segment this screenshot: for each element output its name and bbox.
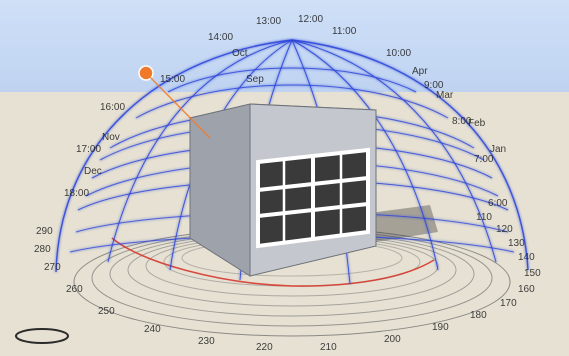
label-mar: Mar [436, 90, 454, 101]
label-7: 7:00 [474, 154, 494, 165]
deg-280: 280 [34, 244, 51, 255]
label-15: 15:00 [160, 74, 185, 85]
compass-labels: 120 130 140 150 160 170 180 190 200 210 … [34, 212, 541, 353]
ground-sun-path [111, 237, 435, 287]
deg-230: 230 [198, 336, 215, 347]
meridian-6 [291, 39, 497, 263]
sun-ray [145, 72, 211, 139]
label-jan: Jan [490, 144, 506, 155]
dome-labels: 13:00 12:00 11:00 14:00 10:00 15:00 9:00… [64, 14, 508, 209]
label-apr: Apr [412, 66, 428, 77]
deg-260: 260 [66, 284, 83, 295]
window-transom-2 [257, 202, 369, 218]
label-17: 17:00 [76, 144, 101, 155]
deg-270: 270 [44, 262, 61, 273]
label-oct: Oct [232, 48, 248, 59]
label-11: 11:00 [332, 26, 357, 37]
label-10: 10:00 [386, 48, 411, 59]
orbit-widget[interactable] [15, 328, 69, 344]
deg-140: 140 [518, 252, 535, 263]
label-14: 14:00 [208, 32, 233, 43]
deg-190: 190 [432, 322, 449, 333]
deg-200: 200 [384, 334, 401, 345]
deg-170: 170 [500, 298, 517, 309]
label-sep: Sep [246, 74, 264, 85]
deg-130: 130 [508, 238, 525, 249]
window-transom-1 [257, 176, 369, 192]
label-dec: Dec [84, 166, 102, 177]
deg-120: 120 [496, 224, 513, 235]
sun[interactable] [138, 65, 211, 139]
sky [0, 0, 569, 92]
deg-180: 180 [470, 310, 487, 321]
deg-110: 110 [476, 212, 492, 223]
parallel-5 [167, 67, 417, 93]
label-feb: Feb [468, 118, 486, 129]
label-12: 12:00 [298, 14, 323, 25]
label-18: 18:00 [64, 188, 89, 199]
window[interactable] [256, 147, 370, 249]
window-frame [256, 147, 370, 249]
deg-220: 220 [256, 342, 273, 353]
deg-250: 250 [98, 306, 115, 317]
label-13: 13:00 [256, 16, 281, 27]
deg-150: 150 [524, 268, 541, 279]
label-8: 8:00 [452, 116, 472, 127]
deg-290: 290 [36, 226, 53, 237]
deg-240: 240 [144, 324, 161, 335]
building[interactable] [189, 103, 377, 277]
parallel-4 [135, 84, 449, 119]
label-16: 16:00 [100, 102, 125, 113]
label-nov: Nov [102, 132, 120, 143]
deg-210: 210 [320, 342, 337, 353]
label-9: 9:00 [424, 80, 444, 91]
label-6: 6:00 [488, 198, 508, 209]
deg-160: 160 [518, 284, 535, 295]
